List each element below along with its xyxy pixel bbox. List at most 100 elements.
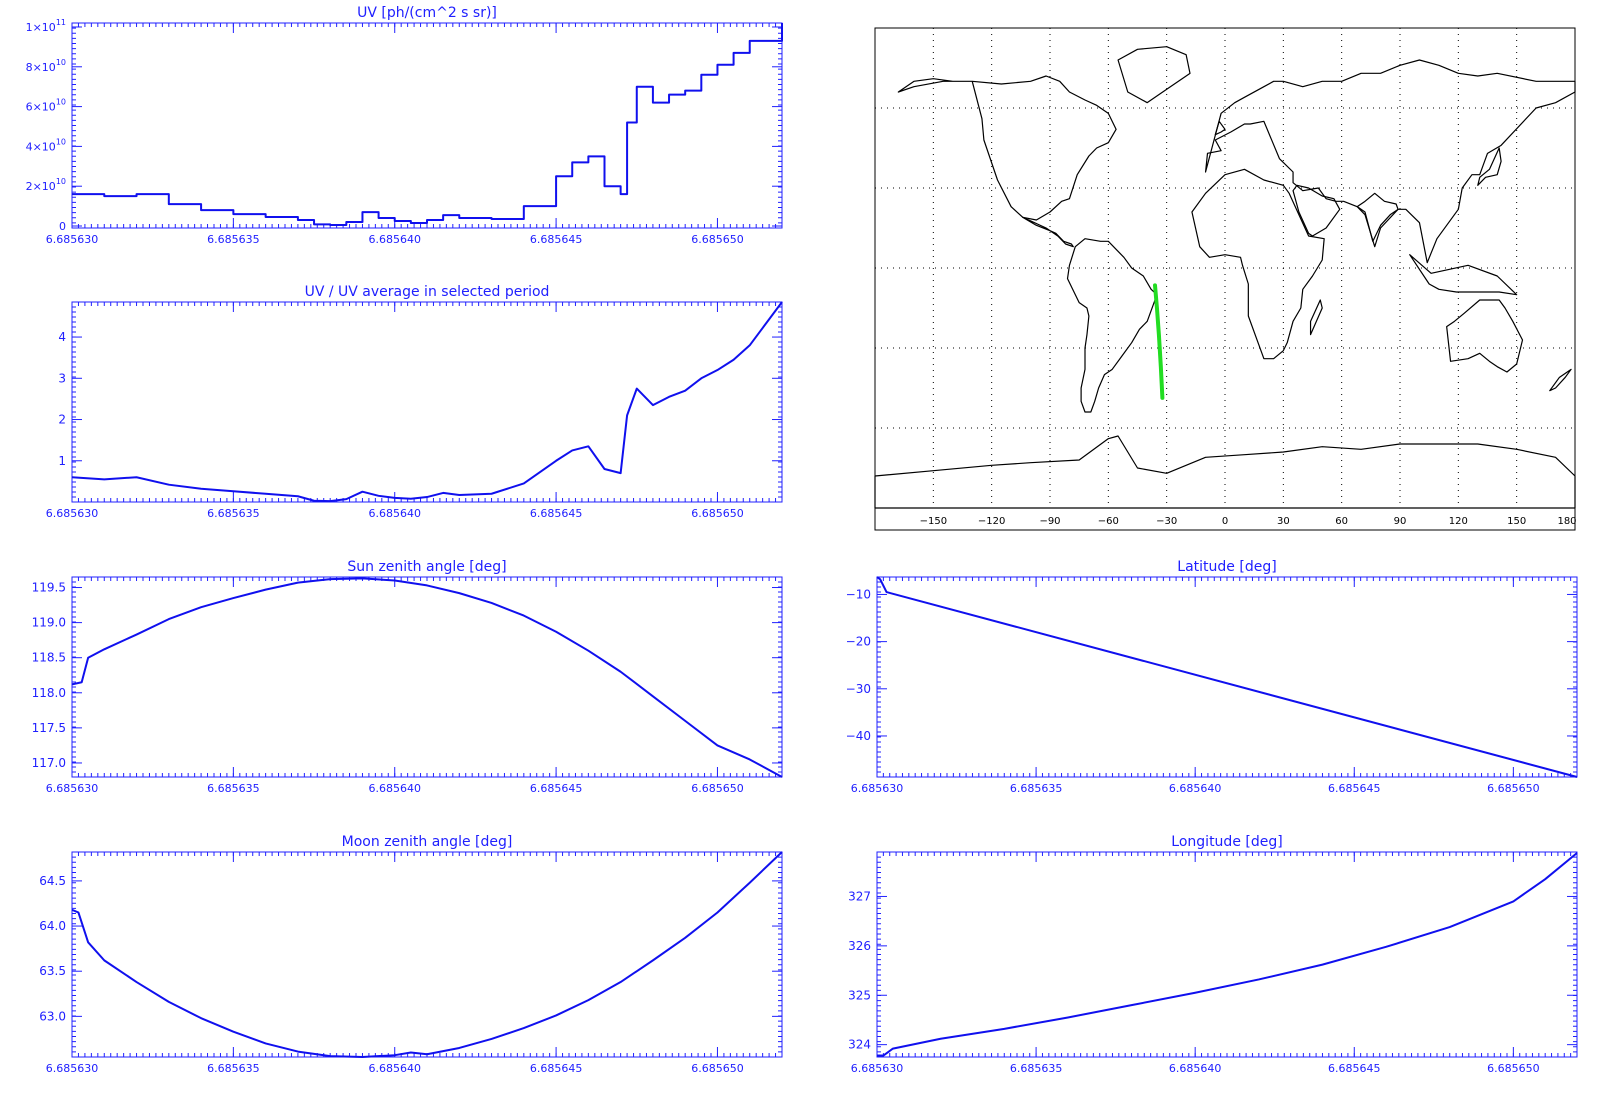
y-tick-label-base: 6×10 (26, 101, 56, 114)
x-tick-label: 6.685630 (46, 233, 99, 246)
longitude-plot-frame (876, 851, 1578, 1058)
coastline-uk (1214, 120, 1226, 136)
sun_zenith-chart: Sun zenith angle [deg] 6.685630 6.685635 6.… (32, 559, 783, 795)
latitude-chart: Latitude [deg] 6.685630 6.685635 6.685640 6.… (846, 559, 1578, 795)
latitude-title: Latitude [deg] (1177, 559, 1276, 575)
y-tick-label-exponent: 10 (56, 58, 66, 67)
x-tick-label: 6.685630 (851, 1062, 904, 1075)
moon_zenith-plot-frame (71, 851, 783, 1058)
map-frame (874, 27, 1576, 531)
y-tick-label: 63.0 (39, 1009, 66, 1023)
uv-series-line (72, 23, 783, 227)
uv-title: UV [ph/(cm^2 s sr)] (357, 5, 497, 21)
y-tick-label: −10 (846, 587, 871, 601)
y-tick-label: 118.5 (32, 651, 66, 665)
x-tick-label: 6.685640 (368, 233, 421, 246)
x-tick-label: 6.685645 (530, 507, 583, 520)
y-tick-label: 4 (58, 330, 66, 344)
sun_zenith-plot-frame (71, 576, 783, 778)
moon_zenith-chart: Moon zenith angle [deg] 6.685630 6.685635 6… (39, 834, 783, 1075)
coastline-australia (1446, 299, 1524, 373)
y-tick-label: −30 (846, 682, 871, 696)
coastline-india (1356, 192, 1399, 242)
y-tick-label-exponent: 10 (56, 177, 66, 186)
uv-chart: UV [ph/(cm^2 s sr)] 6.685630 6.685635 6.685… (26, 5, 783, 246)
coastline-central-america (1022, 216, 1074, 248)
x-tick-label: 6.685640 (368, 507, 421, 520)
y-tick-label: 8×1010 (26, 58, 66, 74)
map-coastlines (874, 46, 1576, 509)
coastline-eurasia (1204, 59, 1576, 264)
map-lon-tick-label: −150 (920, 516, 947, 527)
y-tick-label: 325 (848, 988, 871, 1002)
x-tick-label: 6.685650 (691, 782, 744, 795)
y-tick-label: 6×1010 (26, 98, 66, 114)
coastline-madagascar (1309, 299, 1323, 336)
y-tick-label: 64.5 (39, 874, 66, 888)
y-tick-label-exponent: 10 (56, 98, 66, 107)
y-tick-label-exponent: 11 (56, 18, 66, 27)
y-tick-label: 64.0 (39, 919, 66, 933)
y-tick-label: 117.0 (32, 756, 66, 770)
y-tick-label: 2×1010 (26, 177, 66, 193)
x-tick-label: 6.685650 (1487, 782, 1540, 795)
latitude-series-line (876, 576, 1578, 778)
y-tick-label-base: 4×10 (26, 140, 56, 153)
map-lon-tick-label: 30 (1277, 516, 1290, 527)
x-tick-label: 6.685650 (1487, 1062, 1540, 1075)
satellite-ground-track (1153, 283, 1165, 400)
x-tick-label: 6.685650 (691, 1062, 744, 1075)
x-tick-label: 6.685635 (207, 782, 260, 795)
x-tick-label: 6.685630 (46, 507, 99, 520)
map-lon-tick-label: 150 (1507, 516, 1526, 527)
uv_ratio-title: UV / UV average in selected period (305, 284, 550, 300)
y-tick-label-base: 1×10 (26, 21, 56, 34)
x-tick-label: 6.685635 (1010, 782, 1063, 795)
sun_zenith-title: Sun zenith angle [deg] (347, 559, 506, 575)
x-tick-label: 6.685635 (207, 233, 260, 246)
coastline-south-america (1066, 238, 1158, 413)
uv_ratio-plot-frame (71, 301, 783, 503)
y-tick-label: 63.5 (39, 964, 66, 978)
ground-track-line (1153, 283, 1165, 400)
uv-plot-frame (71, 22, 783, 229)
coastline-africa (1191, 168, 1325, 360)
x-tick-label: 6.685650 (691, 233, 744, 246)
coastline-new-zealand (1549, 368, 1572, 392)
x-tick-label: 6.685630 (46, 782, 99, 795)
time-series-panels: UV [ph/(cm^2 s sr)] 6.685630 6.685635 6.685… (26, 5, 1578, 1075)
coastline-arabia (1292, 184, 1341, 237)
x-tick-label: 6.685635 (207, 507, 260, 520)
moon_zenith-title: Moon zenith angle [deg] (342, 834, 513, 850)
y-tick-label: 119.5 (32, 581, 66, 595)
coastline-north-america (897, 75, 1117, 221)
y-tick-label: 2 (58, 413, 66, 427)
map-longitude-ticks: −150 −120 −90 −60 −30 0 30 60 90 120 150 180 (920, 516, 1577, 527)
coastline-antarctica (874, 435, 1576, 509)
uv_ratio-series-line (71, 301, 783, 503)
map-lon-tick-label: 0 (1222, 516, 1228, 527)
y-tick-label: −40 (846, 729, 871, 743)
map-lon-tick-label: −90 (1039, 516, 1060, 527)
map-lon-tick-label: 60 (1335, 516, 1348, 527)
world-map-panel: −150 −120 −90 −60 −30 0 30 60 90 120 150 180 (874, 27, 1577, 531)
y-tick-label: 1×1011 (26, 18, 66, 34)
y-tick-label: 119.0 (32, 616, 66, 630)
map-lon-tick-label: −60 (1098, 516, 1119, 527)
y-tick-label: −20 (846, 635, 871, 649)
map-lon-tick-label: −30 (1156, 516, 1177, 527)
y-tick-label-exponent: 10 (56, 137, 66, 146)
y-tick-label: 326 (848, 939, 871, 953)
y-tick-label: 1 (58, 454, 66, 468)
x-tick-label: 6.685640 (1169, 782, 1222, 795)
x-tick-label: 6.685630 (46, 1062, 99, 1075)
x-tick-label: 6.685645 (530, 1062, 583, 1075)
latitude-plot-frame (876, 576, 1578, 778)
map-lon-tick-label: −120 (978, 516, 1005, 527)
x-tick-label: 6.685640 (368, 1062, 421, 1075)
coastline-greenland (1117, 46, 1191, 104)
x-tick-label: 6.685640 (368, 782, 421, 795)
map-lon-tick-label: 120 (1449, 516, 1468, 527)
y-tick-label: 327 (848, 889, 871, 903)
x-tick-label: 6.685630 (851, 782, 904, 795)
